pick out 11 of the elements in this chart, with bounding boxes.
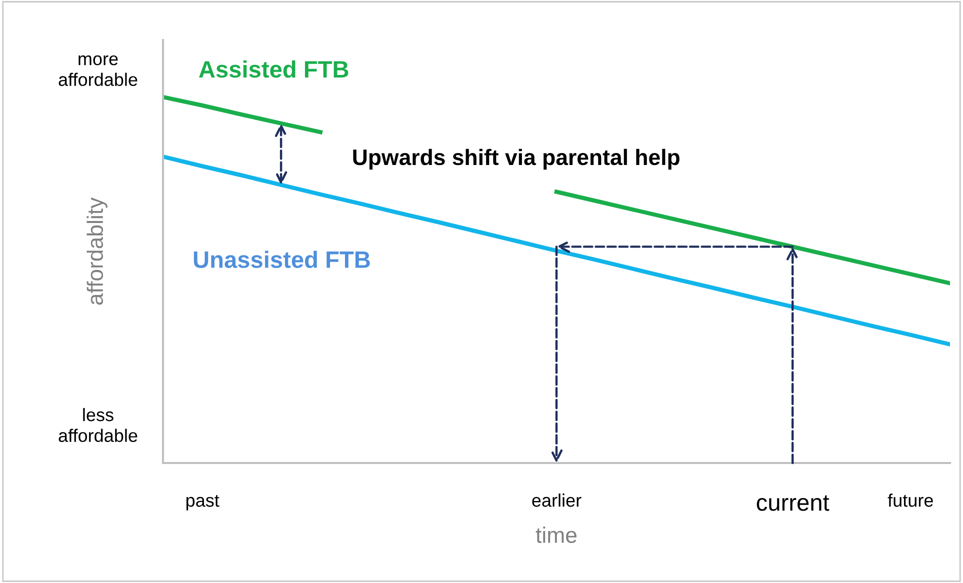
y-axis-title: affordablity	[86, 197, 108, 305]
x-axis-title: time	[536, 526, 577, 543]
x-tick-label: earlier	[532, 494, 582, 507]
text: more affordable	[58, 55, 138, 86]
annotation: Upwards shift via parental help	[353, 148, 680, 170]
series-label: Assisted FTB	[199, 60, 348, 78]
x-tick-label: past	[186, 494, 220, 510]
x-tick-label: current	[756, 495, 830, 511]
text: less affordable	[58, 408, 138, 442]
x-tick-label: future	[888, 494, 933, 507]
series-label: Unassisted FTB	[194, 250, 370, 268]
